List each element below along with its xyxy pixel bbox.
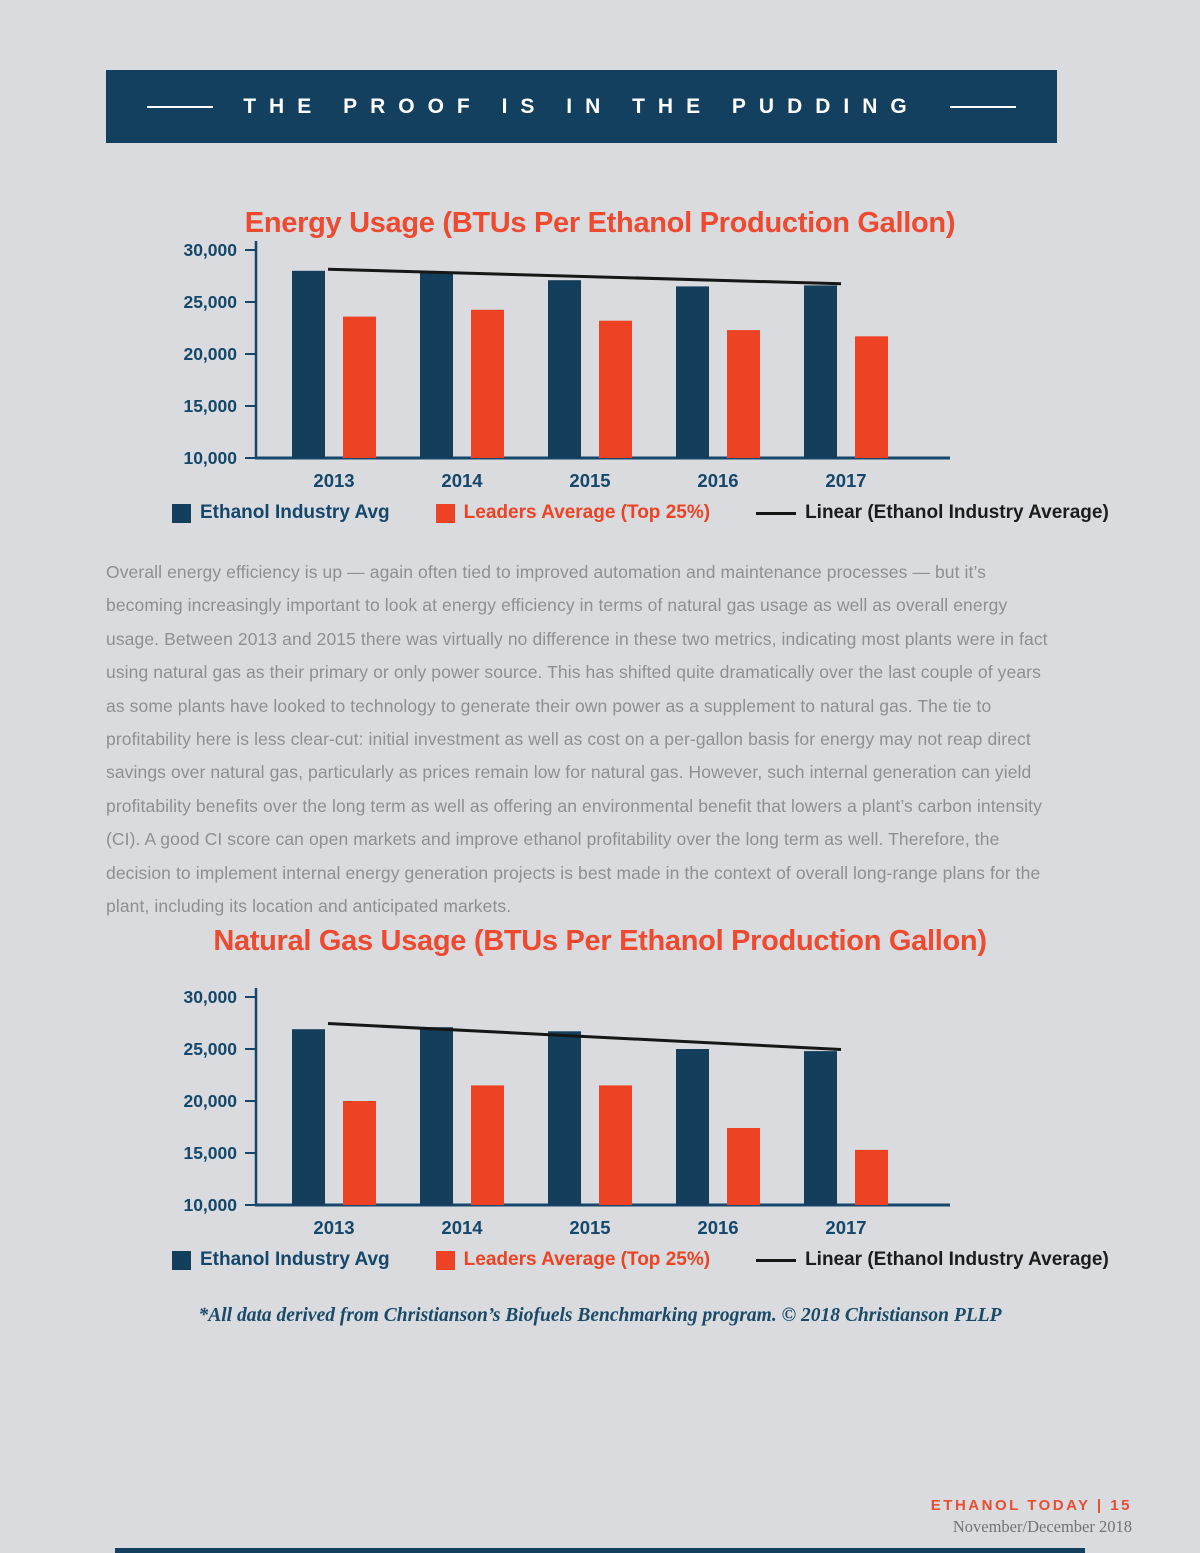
bar-leaders-2017 <box>855 1149 888 1205</box>
bar-industry-2015 <box>548 280 581 458</box>
bar-industry-2017 <box>804 285 837 458</box>
legend-item-leaders: Leaders Average (Top 25%) <box>435 502 711 524</box>
y-tick-label: 10,000 <box>183 1195 237 1215</box>
legend-label-industry: Ethanol Industry Avg <box>200 502 390 523</box>
bar-leaders-2015 <box>599 320 632 458</box>
legend-label-leaders: Leaders Average (Top 25%) <box>463 502 711 523</box>
legend-label-linear: Linear (Ethanol Industry Average) <box>805 502 1109 523</box>
x-tick-label: 2016 <box>697 470 738 491</box>
x-tick-label: 2015 <box>569 1217 610 1238</box>
article-paragraph: Overall energy efficiency is up — again … <box>106 562 1048 917</box>
industry-swatch-icon <box>172 1250 191 1270</box>
y-tick-label: 20,000 <box>183 1091 237 1111</box>
y-tick-label: 25,000 <box>183 1039 237 1059</box>
bottom-accent-bar <box>115 1548 1085 1553</box>
y-tick-label: 30,000 <box>183 240 237 260</box>
x-tick-label: 2017 <box>825 470 866 491</box>
bar-industry-2014 <box>420 1027 453 1205</box>
energy-usage-chart: 10,000 15,000 20,000 25,000 30,000 2013 2014 20… <box>100 240 980 500</box>
legend-item-linear: Linear (Ethanol Industry Average) <box>756 502 1109 524</box>
y-tick-label: 15,000 <box>183 1143 237 1163</box>
bar-industry-2013 <box>292 270 325 458</box>
x-tick-label: 2017 <box>825 1217 866 1238</box>
banner-rule-right <box>949 105 1016 108</box>
section-banner: THE PROOF IS IN THE PUDDING <box>106 70 1057 143</box>
x-tick-label: 2013 <box>313 1217 354 1238</box>
legend-item-leaders: Leaders Average (Top 25%) <box>435 1249 711 1271</box>
legend-label-leaders: Leaders Average (Top 25%) <box>463 1249 711 1270</box>
bar-industry-2015 <box>548 1031 581 1205</box>
y-tick-label: 10,000 <box>183 448 237 468</box>
trendline-swatch-icon <box>756 1258 797 1262</box>
data-source-footnote: *All data derived from Christianson’s Bi… <box>198 1305 1002 1326</box>
legend-item-industry: Ethanol Industry Avg <box>172 502 390 524</box>
y-tick-label: 15,000 <box>183 396 237 416</box>
natural-gas-chart-legend: Ethanol Industry Avg Leaders Average (To… <box>172 1249 1132 1271</box>
bar-leaders-2013 <box>343 1101 376 1205</box>
bar-leaders-2014 <box>471 1085 504 1205</box>
page-footer: ETHANOL TODAY | 15 November/December 201… <box>931 1497 1132 1537</box>
bar-leaders-2016 <box>727 330 760 458</box>
natural-gas-chart: 10,000 15,000 20,000 25,000 30,000 2013 2014 20… <box>100 987 980 1247</box>
y-tick-label: 30,000 <box>183 987 237 1007</box>
legend-item-linear: Linear (Ethanol Industry Average) <box>756 1249 1109 1271</box>
legend-label-linear: Linear (Ethanol Industry Average) <box>805 1249 1109 1270</box>
x-tick-label: 2015 <box>569 470 610 491</box>
x-tick-label: 2013 <box>313 470 354 491</box>
y-tick-label: 25,000 <box>183 292 237 312</box>
magazine-name-page-number: ETHANOL TODAY | 15 <box>930 1497 1132 1514</box>
linear-trendline <box>327 1022 842 1051</box>
bar-industry-2014 <box>420 271 453 458</box>
bar-leaders-2016 <box>727 1128 760 1205</box>
bar-leaders-2015 <box>599 1085 632 1205</box>
banner-title: THE PROOF IS IN THE PUDDING <box>243 94 920 118</box>
leaders-swatch-icon <box>435 1250 455 1270</box>
x-tick-label: 2014 <box>441 470 483 491</box>
bar-leaders-2017 <box>855 336 888 458</box>
issue-date: November/December 2018 <box>952 1517 1132 1536</box>
legend-item-industry: Ethanol Industry Avg <box>172 1249 390 1271</box>
y-tick-label: 20,000 <box>183 344 237 364</box>
bar-industry-2017 <box>804 1051 837 1205</box>
leaders-swatch-icon <box>435 503 455 523</box>
bar-leaders-2013 <box>343 316 376 458</box>
x-tick-label: 2014 <box>441 1217 483 1238</box>
energy-usage-chart-legend: Ethanol Industry Avg Leaders Average (To… <box>172 502 1132 524</box>
banner-rule-left <box>147 105 214 108</box>
energy-usage-chart-title: Energy Usage (BTUs Per Ethanol Productio… <box>244 207 956 239</box>
bar-leaders-2014 <box>471 309 504 458</box>
bar-industry-2013 <box>292 1029 325 1205</box>
x-tick-label: 2016 <box>697 1217 738 1238</box>
trendline-swatch-icon <box>756 511 797 515</box>
legend-label-industry: Ethanol Industry Avg <box>200 1249 390 1270</box>
industry-swatch-icon <box>172 503 191 523</box>
natural-gas-chart-title: Natural Gas Usage (BTUs Per Ethanol Prod… <box>213 925 987 957</box>
bar-industry-2016 <box>676 1049 709 1205</box>
linear-trendline <box>327 267 842 286</box>
bar-industry-2016 <box>676 286 709 458</box>
